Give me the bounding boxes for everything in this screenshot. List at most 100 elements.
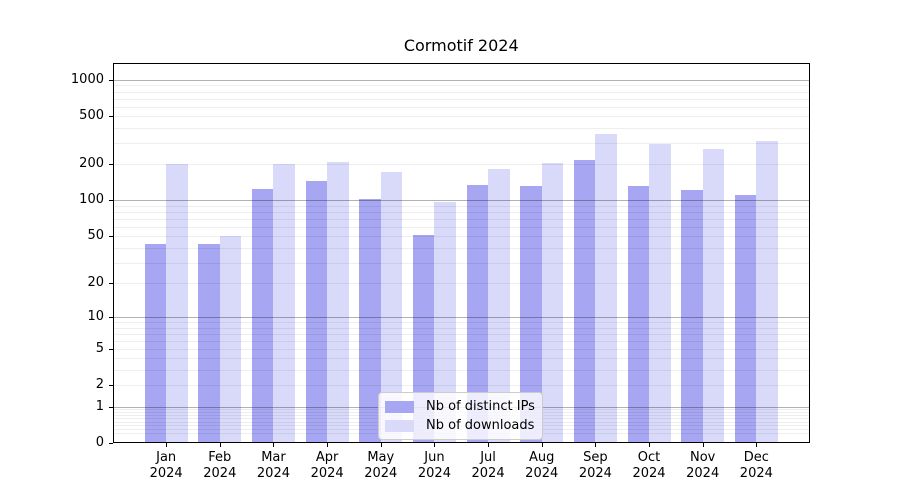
- y-tick-label-1000: 1000: [70, 71, 104, 87]
- bar-nb-of-downloads-nov-2024: [702, 148, 725, 443]
- x-tick-dec-2024: [756, 443, 758, 447]
- bar-nb-of-downloads-sep-2024: [595, 134, 617, 443]
- x-tick-aug-2024: [541, 443, 543, 447]
- x-tick-apr-2024: [327, 443, 329, 447]
- gridline-minor: [112, 164, 810, 165]
- bar-nb-of-distinct-ips-feb-2024: [198, 244, 220, 443]
- gridline-minor: [112, 283, 810, 284]
- bar-nb-of-distinct-ips-sep-2024: [573, 159, 596, 443]
- legend-swatch-downloads: [385, 419, 414, 432]
- y-tick-500: [108, 116, 113, 118]
- gridline-minor: [112, 92, 810, 93]
- x-tick-mar-2024: [273, 443, 275, 447]
- gridline-minor: [112, 385, 810, 386]
- gridline-minor: [112, 328, 810, 329]
- bar-nb-of-downloads-jun-2024: [434, 202, 456, 443]
- bar-nb-of-distinct-ips-nov-2024: [681, 190, 703, 443]
- bar-nb-of-downloads-may-2024: [380, 172, 403, 443]
- x-tick-jun-2024: [434, 443, 436, 447]
- y-tick-2: [108, 385, 113, 387]
- bar-nb-of-distinct-ips-dec-2024: [734, 195, 757, 443]
- x-tick-may-2024: [380, 443, 382, 447]
- x-tick-jul-2024: [488, 443, 490, 447]
- gridline-major: [112, 200, 810, 201]
- gridline-minor: [112, 85, 810, 86]
- gridline-minor: [112, 206, 810, 207]
- gridline-minor: [112, 227, 810, 228]
- x-tick-sep-2024: [595, 443, 597, 447]
- gridline-minor: [112, 212, 810, 213]
- y-tick-label-200: 200: [79, 156, 104, 172]
- gridline-minor: [112, 116, 810, 117]
- legend-label-distinct-ips: Nb of distinct IPs: [426, 399, 535, 414]
- bar-nb-of-downloads-mar-2024: [273, 164, 295, 443]
- gridline-minor: [112, 263, 810, 264]
- y-tick-label-500: 500: [79, 108, 104, 124]
- bar-nb-of-distinct-ips-jan-2024: [144, 244, 167, 443]
- bar-nb-of-distinct-ips-aug-2024: [520, 185, 542, 443]
- bar-nb-of-downloads-aug-2024: [541, 162, 564, 443]
- gridline-minor: [112, 143, 810, 144]
- legend-label-downloads: Nb of downloads: [426, 418, 535, 433]
- bar-nb-of-distinct-ips-jun-2024: [412, 235, 435, 443]
- bar-nb-of-downloads-feb-2024: [219, 236, 242, 443]
- y-tick-1000: [108, 79, 113, 81]
- x-tick-oct-2024: [649, 443, 651, 447]
- x-tick-label-sep-2024: Sep 2024: [578, 450, 612, 481]
- gridline-major: [112, 317, 810, 318]
- y-tick-200: [108, 164, 113, 166]
- bar-nb-of-distinct-ips-jul-2024: [466, 185, 489, 443]
- y-tick-label-1: 1: [95, 398, 104, 414]
- x-tick-nov-2024: [702, 443, 704, 447]
- legend-item-distinct-ips: Nb of distinct IPs: [385, 397, 542, 416]
- y-tick-label-10: 10: [87, 308, 104, 324]
- x-tick-feb-2024: [219, 443, 221, 447]
- gridline-major: [112, 80, 810, 81]
- bar-nb-of-downloads-apr-2024: [327, 161, 349, 443]
- y-tick-label-50: 50: [87, 228, 104, 244]
- bar-nb-of-downloads-jul-2024: [488, 168, 510, 443]
- bar-nb-of-distinct-ips-oct-2024: [627, 185, 650, 443]
- gridline-minor: [112, 349, 810, 350]
- legend-item-downloads: Nb of downloads: [385, 416, 542, 435]
- x-tick-label-dec-2024: Dec 2024: [739, 450, 773, 481]
- y-tick-100: [108, 200, 113, 202]
- legend: Nb of distinct IPs Nb of downloads: [378, 392, 543, 440]
- y-tick-label-0: 0: [95, 435, 104, 450]
- y-tick-1: [108, 406, 113, 408]
- x-tick-label-feb-2024: Feb 2024: [203, 450, 237, 481]
- bar-nb-of-downloads-jan-2024: [166, 164, 188, 443]
- gridline-minor: [112, 219, 810, 220]
- bar-nb-of-downloads-oct-2024: [649, 144, 671, 443]
- x-tick-label-may-2024: May 2024: [364, 450, 398, 481]
- x-tick-label-jul-2024: Jul 2024: [471, 450, 505, 481]
- bar-nb-of-distinct-ips-apr-2024: [305, 180, 328, 443]
- gridline-minor: [112, 358, 810, 359]
- bar-nb-of-distinct-ips-may-2024: [359, 198, 381, 443]
- x-tick-label-aug-2024: Aug 2024: [525, 450, 559, 481]
- y-tick-label-2: 2: [95, 377, 104, 393]
- x-tick-label-nov-2024: Nov 2024: [686, 450, 720, 481]
- y-tick-label-5: 5: [95, 340, 104, 356]
- legend-swatch-distinct-ips: [385, 400, 414, 413]
- x-tick-label-jan-2024: Jan 2024: [149, 450, 183, 481]
- x-tick-jan-2024: [166, 443, 168, 447]
- y-tick-10: [108, 316, 113, 318]
- y-tick-5: [108, 348, 113, 350]
- gridline-minor: [112, 248, 810, 249]
- y-tick-20: [108, 282, 113, 284]
- x-tick-label-oct-2024: Oct 2024: [632, 450, 666, 481]
- y-tick-0: [108, 443, 113, 444]
- gridline-minor: [112, 322, 810, 323]
- x-tick-label-apr-2024: Apr 2024: [310, 450, 344, 481]
- y-tick-label-20: 20: [87, 274, 104, 290]
- bar-nb-of-distinct-ips-mar-2024: [251, 189, 274, 443]
- gridline-minor: [112, 334, 810, 335]
- y-tick-50: [108, 236, 113, 238]
- chart-title: Cormotif 2024: [403, 36, 519, 55]
- gridline-minor: [112, 370, 810, 371]
- gridline-minor: [112, 128, 810, 129]
- x-tick-label-mar-2024: Mar 2024: [256, 450, 290, 481]
- gridline-minor: [112, 341, 810, 342]
